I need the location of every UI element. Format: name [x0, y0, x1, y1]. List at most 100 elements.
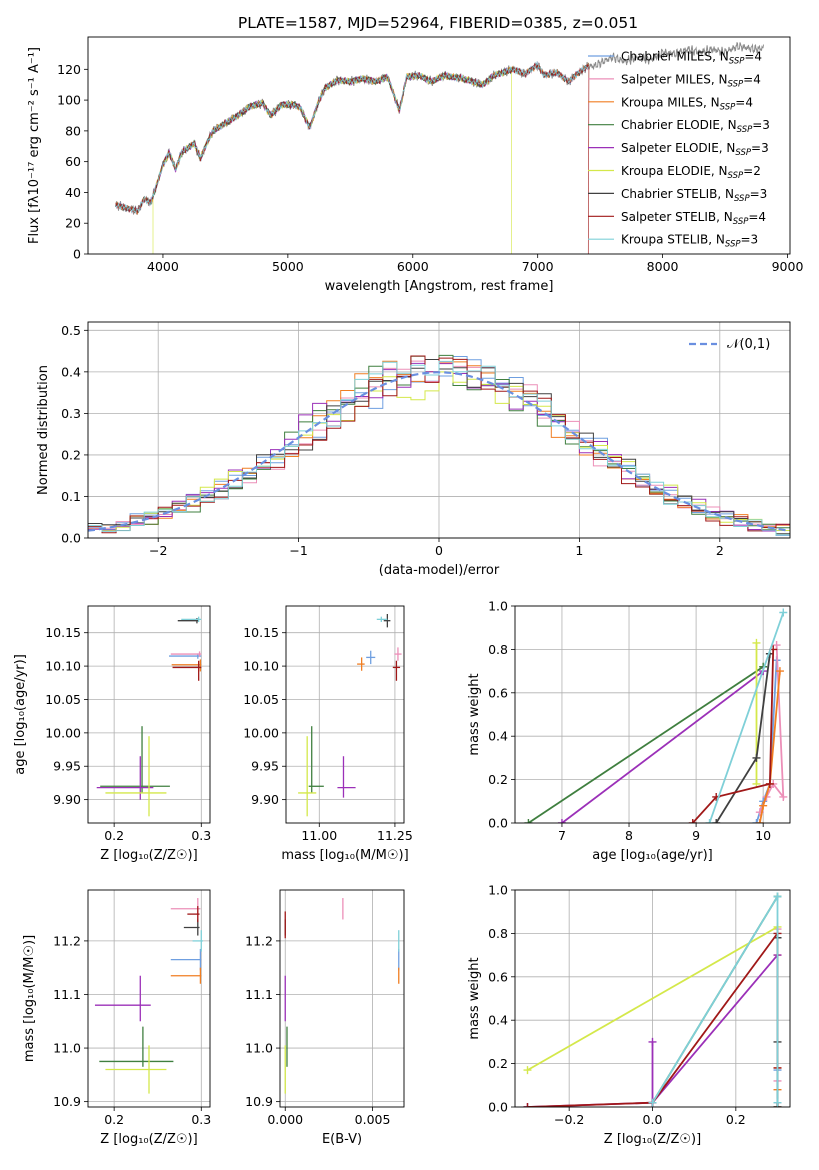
plus-marker [773, 1098, 782, 1107]
y-axis-label: age [log₁₀(age/yr)] [13, 654, 28, 775]
errorbar-chabrier-miles [366, 650, 376, 665]
errorbar-kroupa-stelib [192, 930, 204, 952]
x-tick-label: 0.000 [267, 1112, 303, 1127]
x-tick-label: 0 [435, 543, 443, 558]
x-tick-label: −2 [149, 543, 167, 558]
histogram-kroupa-stelib [88, 360, 790, 536]
plus-marker [688, 819, 697, 823]
plus-marker [752, 753, 761, 762]
y-axis-label: mass weight [467, 957, 482, 1039]
legend-entry: Chabrier ELODIE, NSSP=3 [621, 118, 770, 135]
axes-age-vs-mass: 11.00 11.25 9.90 9.95 10.00 10.05 10.10 10.15 ma… [243, 605, 413, 863]
mass-weight-line [708, 612, 785, 823]
plus-marker [648, 1037, 657, 1046]
x-axis-label: Z [log₁₀(Z/Z☉)] [604, 1132, 701, 1147]
errorbar-salpeter-miles [170, 898, 201, 920]
plot-area-age-vs-Z [96, 616, 202, 817]
plus-marker [712, 819, 721, 823]
legend: Chabrier MILES, NSSP=4 Salpeter MILES, NS… [588, 50, 770, 250]
plot-area-massweight-vs-age [524, 608, 788, 823]
axes-frame [285, 605, 405, 824]
y-tick-label: 1.0 [488, 883, 508, 898]
errorbar-kroupa-miles [357, 657, 365, 671]
x-axis-label: mass [log₁₀(M/M☉)] [281, 848, 408, 863]
legend-entry: Chabrier STELIB, NSSP=3 [621, 187, 767, 204]
plus-marker [773, 892, 782, 901]
axes-age-vs-Z: 0.2 0.3 9.90 9.95 10.00 10.05 10.10 10.15 Z [log… [13, 605, 211, 863]
mass-weight-kroupa-elodie [752, 638, 761, 788]
plus-marker [524, 819, 533, 823]
y-tick-label: 0.8 [488, 926, 508, 941]
y-tick-label: 0.3 [61, 406, 81, 421]
y-tick-label: 11.0 [245, 1041, 273, 1056]
legend-entry: Chabrier MILES, NSSP=4 [621, 50, 762, 67]
axes-frame [514, 605, 791, 824]
y-tick-label: 0.0 [61, 531, 81, 546]
y-axis-label: mass weight [467, 673, 482, 755]
y-tick-label: 10.9 [245, 1094, 273, 1109]
y-tick-label: 0.6 [488, 685, 508, 700]
plus-marker [557, 819, 566, 823]
errorbar-chabrier-miles [170, 948, 202, 971]
plus-marker [765, 779, 774, 788]
y-tick-label: 0.2 [488, 772, 508, 787]
errorbar-salpeter-stelib [172, 660, 202, 681]
errorbar-salpeter-miles [394, 647, 402, 661]
y-tick-label: 0.4 [61, 364, 81, 379]
x-axis-label: E(B-V) [322, 1132, 362, 1147]
legend-entry: 𝒩(0,1) [727, 337, 770, 352]
plus-marker [752, 819, 761, 823]
mass-weight-kroupa-miles [755, 667, 784, 823]
y-tick-label: 0.5 [61, 323, 81, 338]
x-tick-label: 0.2 [104, 828, 124, 843]
y-tick-label: 0.6 [488, 969, 508, 984]
mass-weight-chabrier-elodie [524, 662, 768, 823]
x-tick-label: 11.00 [301, 828, 337, 843]
x-tick-label: 5000 [272, 259, 304, 274]
x-tick-label: 8 [625, 828, 633, 843]
y-tick-label: 10.15 [243, 625, 279, 640]
x-tick-label: 9 [692, 828, 700, 843]
x-tick-label: 11.25 [377, 828, 413, 843]
x-tick-label: 1 [575, 543, 583, 558]
errorbar-salpeter-stelib [392, 660, 401, 681]
errorbar-salpeter-miles [170, 651, 202, 657]
y-tick-label: 11.2 [53, 933, 81, 948]
plus-marker [752, 638, 761, 647]
y-tick-label: 40 [65, 185, 81, 200]
plus-marker [705, 819, 714, 823]
x-tick-label: 0.2 [104, 1112, 124, 1127]
plot-area-spectrum [115, 41, 764, 254]
y-tick-label: 120 [57, 62, 81, 77]
x-tick-label: 7000 [522, 259, 554, 274]
y-axis-label: Normed distribution [36, 365, 51, 495]
axes-mass-vs-EBV: 0.000 0.005 10.9 11.0 11.1 11.2 E(B-V) [245, 889, 405, 1147]
errorbar-kroupa-elodie [105, 736, 167, 817]
model-line-salpeter-miles [115, 61, 589, 215]
mass-weight-line [561, 670, 764, 823]
y-tick-label: 10.05 [45, 692, 81, 707]
errorbar-kroupa-miles [170, 967, 202, 984]
axes-frame [87, 889, 211, 1108]
y-tick-label: 0.1 [61, 489, 81, 504]
x-axis-label: (data-model)/error [379, 563, 500, 578]
y-axis-label: Flux [fλ10⁻¹⁷ erg cm⁻² s⁻¹ A⁻¹] [27, 47, 42, 244]
errorbar-chabrier-stelib [383, 614, 391, 628]
y-tick-label: 10.9 [53, 1094, 81, 1109]
y-tick-label: 0.8 [488, 642, 508, 657]
plus-marker [523, 1066, 532, 1075]
y-tick-label: 60 [65, 154, 81, 169]
plot-area-residuals [88, 354, 790, 536]
plus-marker [775, 667, 784, 676]
axes-massweight-vs-age: 7 8 9 10 0.0 0.2 0.4 0.6 0.8 1.0 age [log₁₀(age/yr… [467, 599, 791, 863]
model-line-kroupa-elodie [152, 66, 512, 254]
y-tick-label: 0.2 [488, 1056, 508, 1071]
errorbar-salpeter-elodie [337, 756, 356, 798]
y-tick-label: 0.0 [488, 816, 508, 831]
plot-area-massweight-vs-Z [523, 892, 782, 1107]
plot-area-mass-vs-Z [94, 898, 204, 1094]
errorbar-kroupa-stelib [376, 616, 388, 623]
y-tick-label: 0.4 [488, 1013, 508, 1028]
model-line-salpeter-stelib [115, 63, 590, 254]
mass-weight-line [758, 671, 781, 823]
